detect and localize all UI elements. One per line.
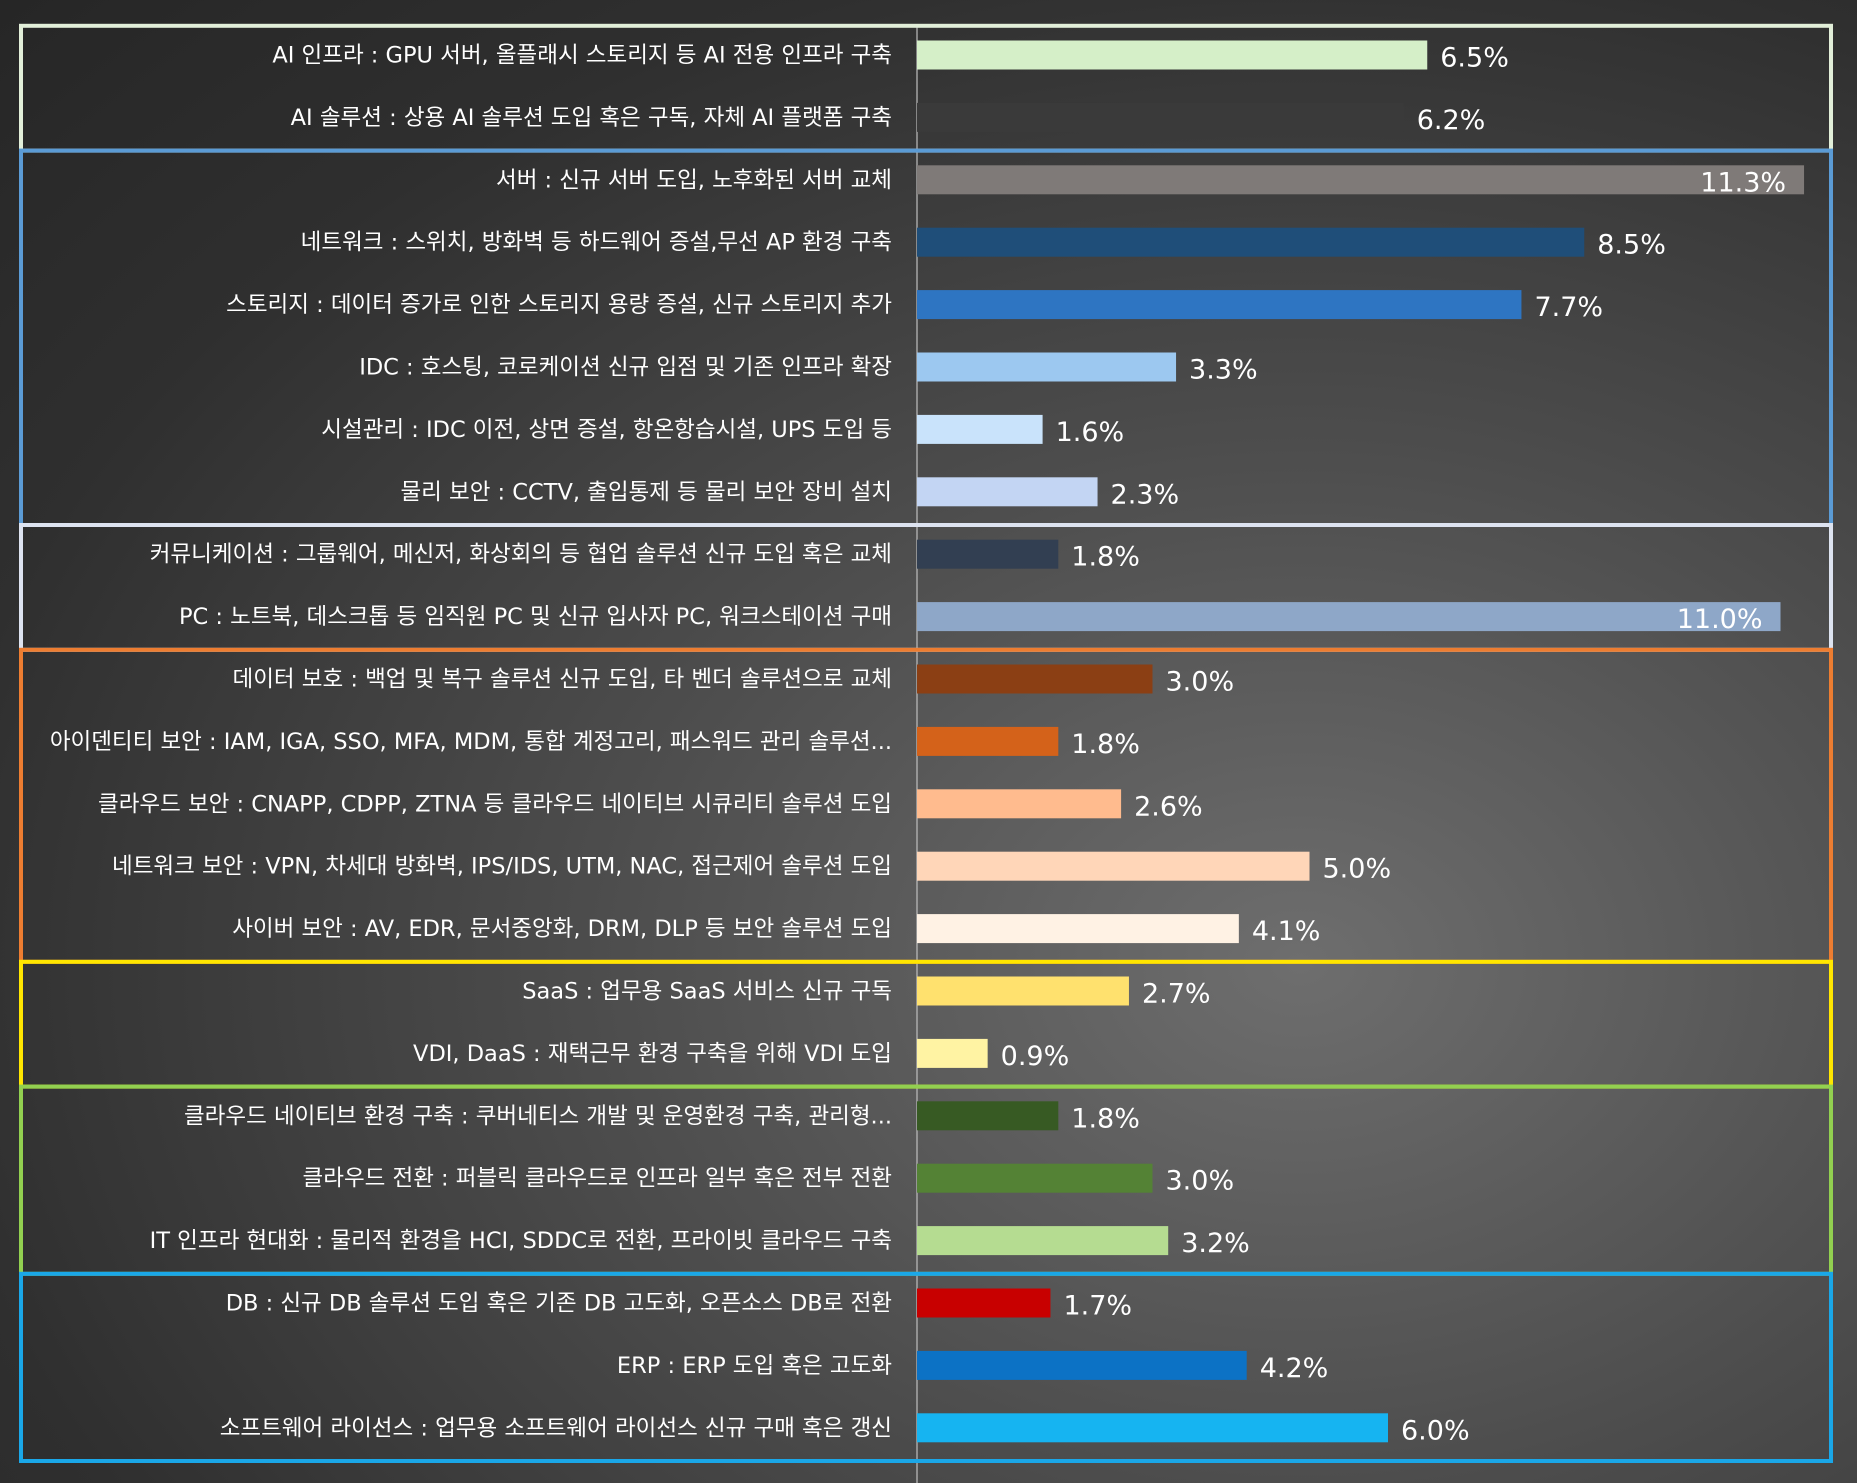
data-label: 3.0%: [1166, 1166, 1235, 1197]
bar: [917, 165, 1805, 195]
group-frame: [19, 1271, 1833, 1464]
bar: [917, 976, 1129, 1006]
data-label: 8.5%: [1597, 230, 1666, 261]
category-label: 서버 : 신규 서버 도입, 노후화된 서버 교체: [496, 167, 892, 193]
data-label: 3.0%: [1166, 667, 1235, 698]
bar: [917, 1101, 1059, 1131]
category-label: 클라우드 네이티브 환경 구축 : 쿠버네티스 개발 및 운영환경 구축, 관리…: [184, 1103, 892, 1129]
category-label: 커뮤니케이션 : 그룹웨어, 메신저, 화상회의 등 협업 솔루션 신규 도입 …: [150, 542, 892, 568]
data-label: 6.5%: [1440, 43, 1509, 74]
bar: [917, 664, 1153, 694]
category-label: 시설관리 : IDC 이전, 상면 증설, 항온항습시설, UPS 도입 등: [321, 417, 892, 443]
bar: [917, 851, 1310, 881]
category-label: IDC : 호스팅, 코로케이션 신규 입점 및 기존 인프라 확장: [359, 355, 892, 381]
data-label: 5.0%: [1323, 854, 1392, 885]
category-label: IT 인프라 현대화 : 물리적 환경을 HCI, SDDC로 전환, 프라이빗…: [150, 1228, 892, 1254]
bar: [917, 1288, 1051, 1318]
data-label: 1.7%: [1063, 1291, 1132, 1322]
category-label: 아이덴티티 보안 : IAM, IGA, SSO, MFA, MDM, 통합 계…: [50, 729, 892, 755]
data-label: 1.8%: [1071, 542, 1140, 573]
bar: [917, 477, 1098, 507]
bar: [917, 102, 1404, 132]
category-label: 클라우드 보안 : CNAPP, CDPP, ZTNA 등 클라우드 네이티브 …: [98, 791, 892, 817]
category-label: AI 솔루션 : 상용 AI 솔루션 도입 혹은 구독, 자체 AI 플랫폼 구…: [291, 105, 892, 131]
data-label: 6.2%: [1417, 105, 1486, 136]
bar: [917, 602, 1781, 632]
category-label: 네트워크 보안 : VPN, 차세대 방화벽, IPS/IDS, UTM, NA…: [112, 854, 892, 880]
category-label: ERP : ERP 도입 혹은 고도화: [617, 1353, 892, 1379]
category-label: 물리 보안 : CCTV, 출입통제 등 물리 보안 장비 설치: [400, 479, 892, 505]
category-label: 클라우드 전환 : 퍼블릭 클라우드로 인프라 일부 혹은 전부 전환: [303, 1166, 892, 1192]
data-label: 11.0%: [1677, 604, 1763, 635]
bar: [917, 539, 1059, 569]
data-label: 3.2%: [1181, 1228, 1250, 1259]
category-label: PC : 노트북, 데스크톱 등 임직원 PC 및 신규 입사자 PC, 워크스…: [179, 604, 892, 630]
category-label: 네트워크 : 스위치, 방화벽 등 하드웨어 증설,무선 AP 환경 구축: [301, 230, 892, 256]
category-label: SaaS : 업무용 SaaS 서비스 신규 구독: [522, 979, 892, 1005]
bar: [917, 414, 1043, 444]
data-label: 2.3%: [1111, 479, 1180, 510]
category-label: 스토리지 : 데이터 증가로 인한 스토리지 용량 증설, 신규 스토리지 추가: [226, 292, 892, 318]
bar: [917, 227, 1585, 257]
group-frame: [19, 148, 1833, 527]
category-label: DB : 신규 DB 솔루션 도입 혹은 기존 DB 고도화, 오픈소스 DB로…: [226, 1291, 892, 1317]
data-label: 4.2%: [1260, 1353, 1329, 1384]
data-label: 3.3%: [1189, 355, 1258, 386]
bar: [917, 789, 1122, 819]
category-label: VDI, DaaS : 재택근무 환경 구축을 위해 VDI 도입: [413, 1041, 892, 1067]
bar: [917, 290, 1522, 320]
data-label: 11.3%: [1700, 167, 1786, 198]
data-label: 2.6%: [1134, 791, 1203, 822]
bar: [917, 1226, 1169, 1256]
bar: [917, 914, 1239, 944]
bar: [917, 726, 1059, 756]
bar: [917, 1163, 1153, 1193]
category-label: 데이터 보호 : 백업 및 복구 솔루션 신규 도입, 타 벤더 솔루션으로 교…: [233, 667, 892, 693]
data-label: 2.7%: [1142, 979, 1211, 1010]
data-label: 7.7%: [1534, 292, 1603, 323]
data-label: 4.1%: [1252, 916, 1321, 947]
data-label: 0.9%: [1001, 1041, 1070, 1072]
data-label: 1.8%: [1071, 1103, 1140, 1134]
data-label: 1.6%: [1056, 417, 1125, 448]
category-label: AI 인프라 : GPU 서버, 올플래시 스토리지 등 AI 전용 인프라 구…: [272, 43, 892, 69]
category-label: 소프트웨어 라이선스 : 업무용 소프트웨어 라이선스 신규 구매 혹은 갱신: [220, 1415, 892, 1441]
data-label: 6.0%: [1401, 1415, 1470, 1446]
bar: [917, 40, 1428, 70]
bar: [917, 352, 1177, 382]
bar: [917, 1413, 1388, 1443]
bar: [917, 1038, 988, 1068]
data-label: 1.8%: [1071, 729, 1140, 760]
bar: [917, 1350, 1247, 1380]
category-label: 사이버 보안 : AV, EDR, 문서중앙화, DRM, DLP 등 보안 솔…: [232, 916, 892, 942]
